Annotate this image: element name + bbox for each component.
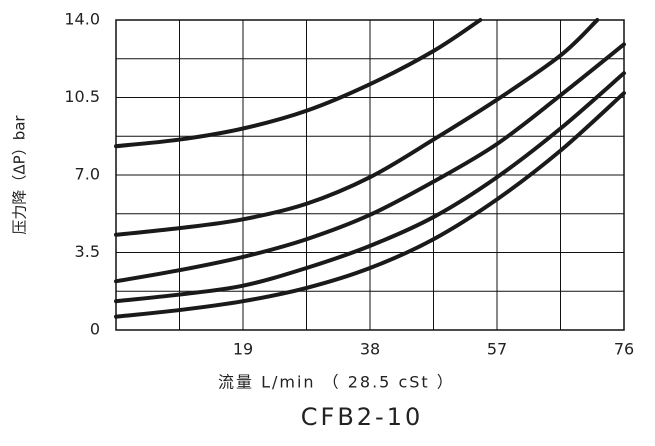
x-tick-label: 19: [233, 340, 253, 359]
y-tick-label: 14.0: [64, 10, 100, 29]
line-series: [114, 42, 626, 284]
line-series: [114, 71, 626, 304]
y-tick-label: 3.5: [75, 242, 100, 261]
y-tick-label: 0: [90, 320, 100, 339]
line-series: [114, 18, 483, 149]
y-axis-label: 压力降（ΔP）bar: [11, 115, 29, 235]
x-axis-label: 流量 L/min （ 28.5 cSt ）: [218, 373, 455, 392]
line-series: [114, 18, 600, 237]
line-series: [114, 91, 626, 319]
y-tick-label: 7.0: [75, 165, 100, 184]
chart-title: CFB2-10: [301, 403, 424, 431]
y-tick-label: 10.5: [64, 87, 100, 106]
x-tick-label: 76: [614, 340, 634, 359]
x-tick-label: 57: [487, 340, 507, 359]
x-tick-label: 38: [360, 340, 380, 359]
